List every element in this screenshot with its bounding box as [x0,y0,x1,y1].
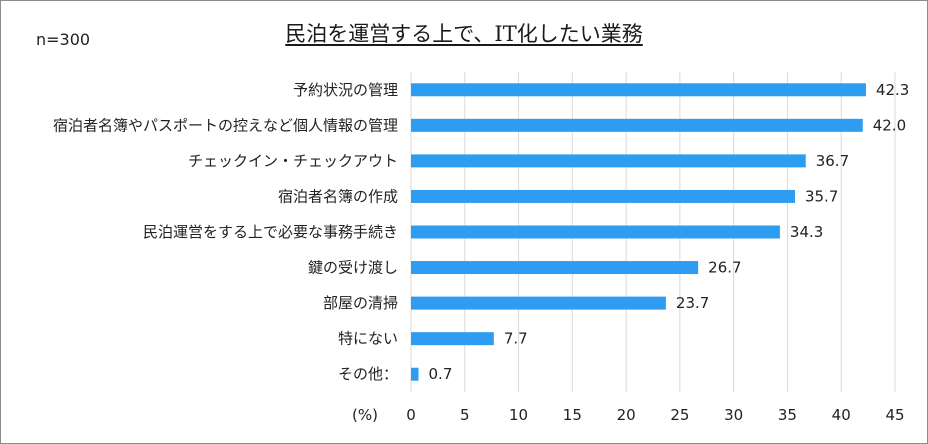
x-tick-label-5: 5 [460,406,470,424]
bar-9 [411,367,419,381]
x-tick-label-15: 15 [563,406,582,424]
value-label-8: 7.7 [504,330,528,348]
bars [411,83,866,381]
bar-3 [411,154,806,168]
x-tick-label-0: 0 [406,406,416,424]
bar-8 [411,332,494,346]
bar-7 [411,296,666,310]
bar-4 [411,189,795,203]
x-tick-label-25: 25 [670,406,689,424]
x-tick-label-45: 45 [885,406,904,424]
bar-1 [411,83,866,97]
x-tick-label-40: 40 [832,406,851,424]
x-axis-ticks: 0 5 10 15 20 25 30 35 40 45 [406,406,904,424]
category-label-7: 部屋の清掃 [323,294,398,312]
value-label-9: 0.7 [429,365,453,383]
bar-2 [411,118,863,132]
x-axis-label: (%) [352,406,378,424]
category-labels: 予約状況の管理宿泊者名簿やパスポートの控えなど個人情報の管理チェックイン・チェッ… [53,81,398,383]
category-label-9: その他： [338,365,398,383]
x-tick-label-20: 20 [617,406,636,424]
value-labels: 42.3 42.0 36.7 35.7 34.3 26.7 23.7 7.7 0.7 [429,81,910,383]
category-label-5: 民泊運営をする上で必要な事務手続き [143,223,398,241]
category-label-4: 宿泊者名簿の作成 [278,187,398,205]
category-label-1: 予約状況の管理 [293,81,398,99]
value-label-2: 42.0 [873,116,906,134]
bar-6 [411,261,699,275]
value-label-3: 36.7 [816,152,849,170]
chart-title: 民泊を運営する上で、IT化したい業務 [285,22,643,46]
value-label-5: 34.3 [790,223,823,241]
category-label-6: 鍵の受け渡し [308,259,398,277]
x-tick-label-10: 10 [509,406,528,424]
value-label-7: 23.7 [676,294,709,312]
x-tick-label-30: 30 [724,406,743,424]
bar-5 [411,225,780,239]
value-label-6: 26.7 [708,259,741,277]
x-tick-label-35: 35 [778,406,797,424]
sample-size-label: n=300 [36,30,91,49]
value-label-1: 42.3 [876,81,909,99]
category-label-2: 宿泊者名簿やパスポートの控えなど個人情報の管理 [53,116,398,134]
category-label-8: 特にない [338,330,398,348]
category-label-3: チェックイン・チェックアウト [188,152,398,170]
value-label-4: 35.7 [805,187,838,205]
